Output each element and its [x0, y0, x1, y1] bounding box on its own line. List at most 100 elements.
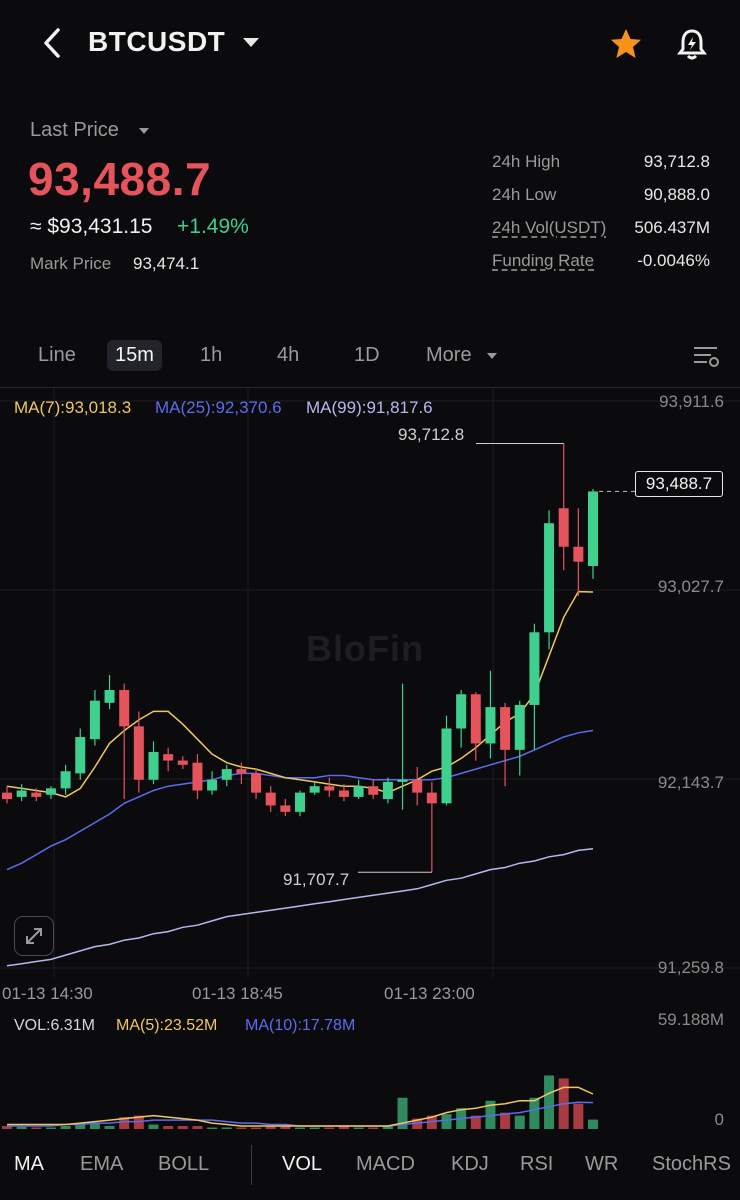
candle-body [441, 728, 452, 804]
volume-chart[interactable] [0, 1036, 740, 1132]
volume-bar [397, 1097, 408, 1129]
candle-body [163, 754, 174, 761]
tab-kdj[interactable]: KDJ [451, 1153, 489, 1175]
stat-label-24h-high: 24h High [492, 152, 561, 171]
last-price-dropdown-icon[interactable] [139, 128, 149, 134]
volume-bar [309, 1127, 320, 1129]
legend-ma25: MA(25):92,370.6 [155, 398, 282, 417]
tab-more[interactable]: More [426, 344, 472, 366]
more-dropdown-icon[interactable] [487, 353, 497, 359]
tab-boll[interactable]: BOLL [158, 1153, 210, 1175]
tab-ma[interactable]: MA [14, 1153, 44, 1175]
tab-4h[interactable]: 4h [277, 344, 300, 366]
volume-bar [60, 1126, 71, 1129]
volume-bar [338, 1126, 349, 1129]
y-tick-label: 91,259.8 [657, 958, 724, 977]
tab-line[interactable]: Line [38, 344, 76, 366]
volume-bar [2, 1126, 12, 1129]
volume-bar [573, 1103, 584, 1129]
volume-bar [588, 1119, 598, 1129]
candle-body [324, 786, 335, 791]
candle-body [104, 689, 115, 703]
x-tick-label: 01-13 23:00 [384, 984, 475, 1003]
fullscreen-expand-icon[interactable] [14, 916, 54, 956]
volume-bar [192, 1126, 203, 1129]
price-change-percent: +1.49% [177, 215, 249, 238]
volume-bar [163, 1126, 174, 1129]
candle-body [338, 790, 349, 797]
candle-body [119, 689, 130, 727]
candle-body [60, 771, 71, 789]
stat-value-24h-low: 90,888.0 [643, 185, 710, 204]
volume-bar [280, 1126, 291, 1129]
last-price-value: 93,488.7 [28, 153, 212, 205]
volume-bar [207, 1127, 218, 1129]
candle-body [529, 632, 540, 705]
stat-value-funding-rate: -0.0046% [637, 251, 710, 270]
candle-body [426, 792, 437, 804]
pair-dropdown-icon[interactable] [243, 38, 259, 47]
candle-body [16, 790, 27, 797]
low-price-annotation: 91,707.7 [283, 870, 350, 889]
volume-bar [441, 1114, 452, 1129]
x-tick-label: 01-13 14:30 [2, 984, 93, 1003]
tab-rsi[interactable]: RSI [520, 1153, 554, 1175]
last-price-label[interactable]: Last Price [30, 119, 119, 141]
candle-body [251, 773, 262, 793]
high-price-annotation: 93,712.8 [398, 425, 465, 444]
ma25-line [6, 729, 594, 871]
volume-bar [104, 1126, 115, 1129]
tab-1d[interactable]: 1D [354, 344, 380, 366]
tabs-divider [0, 387, 740, 388]
candle-body [31, 792, 42, 797]
candle-body [280, 805, 291, 812]
stat-label-24h-vol[interactable]: 24h Vol(USDT) [492, 218, 607, 237]
candle-body [397, 779, 408, 782]
volume-bar [514, 1115, 525, 1129]
volume-bar [368, 1127, 379, 1129]
candle-body [368, 786, 379, 795]
tab-macd[interactable]: MACD [356, 1153, 415, 1175]
candle-body [573, 546, 584, 562]
tab-wr[interactable]: WR [585, 1153, 619, 1175]
volume-bar [221, 1127, 232, 1129]
candle-body [588, 491, 598, 566]
candle-body [75, 737, 86, 774]
candle-body [192, 762, 203, 791]
candle-body [500, 707, 511, 750]
chart-settings-icon[interactable] [693, 345, 721, 369]
tab-stochrsi[interactable]: StochRS [652, 1153, 731, 1175]
candle-body [544, 523, 555, 633]
candle-body [133, 726, 144, 780]
tab-vol[interactable]: VOL [282, 1153, 323, 1175]
price-alert-bell-icon[interactable] [676, 27, 708, 61]
candle-body [514, 704, 525, 750]
mark-price-value: 93,474.1 [133, 254, 200, 273]
volume-bar [31, 1127, 42, 1129]
legend-vol-ma10: MA(10):17.78M [245, 1017, 356, 1034]
candlestick-chart[interactable] [0, 388, 740, 1012]
tab-15m[interactable]: 15m [107, 340, 162, 371]
candle-body [207, 779, 218, 791]
tab-separator [251, 1145, 252, 1185]
favorite-star-icon[interactable] [608, 26, 644, 62]
back-arrow-icon[interactable] [38, 26, 68, 60]
candle-body [45, 788, 56, 795]
volume-bar [236, 1127, 247, 1129]
candle-body [353, 786, 364, 797]
y-tick-label: 93,911.6 [659, 392, 724, 411]
mark-price-label: Mark Price [30, 254, 112, 273]
y-tick-label: 92,143.7 [657, 773, 724, 792]
usd-equivalent: ≈ $93,431.15 [30, 215, 153, 238]
candle-body [382, 781, 393, 800]
legend-vol-ma5: MA(5):23.52M [116, 1017, 218, 1034]
candle-body [177, 760, 188, 765]
ma99-line [6, 847, 594, 967]
tab-ema[interactable]: EMA [80, 1153, 124, 1175]
trading-pair-title[interactable]: BTCUSDT [88, 26, 226, 57]
stat-label-funding-rate[interactable]: Funding Rate [492, 251, 595, 270]
volume-bar [45, 1127, 56, 1129]
volume-bar [500, 1112, 511, 1129]
candle-body [558, 508, 569, 547]
tab-1h[interactable]: 1h [200, 344, 223, 366]
